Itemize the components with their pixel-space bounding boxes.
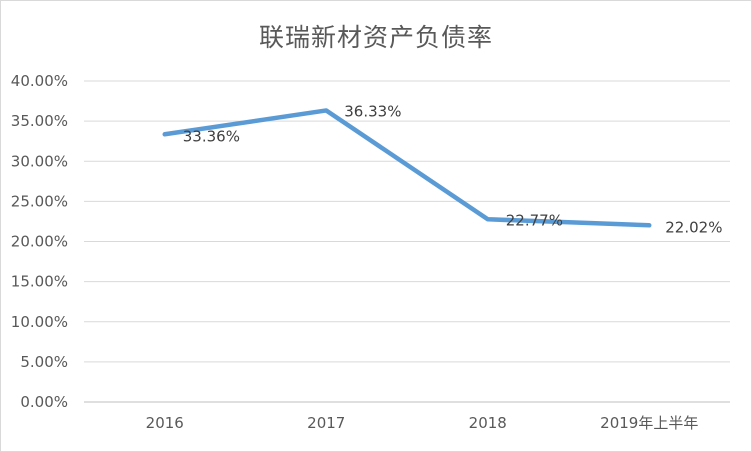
- y-tick-label: 30.00%: [11, 152, 68, 170]
- y-tick-label: 20.00%: [11, 233, 68, 251]
- data-label: 36.33%: [344, 102, 401, 120]
- y-tick-label: 25.00%: [11, 192, 68, 210]
- y-tick-label: 35.00%: [11, 112, 68, 130]
- data-label: 22.77%: [506, 211, 563, 229]
- y-tick-label: 0.00%: [20, 393, 68, 411]
- x-tick-label: 2019年上半年: [600, 414, 698, 432]
- x-tick-label: 2018: [469, 414, 507, 432]
- y-tick-label: 15.00%: [11, 273, 68, 291]
- x-tick-label: 2016: [146, 414, 184, 432]
- x-tick-label: 2017: [307, 414, 345, 432]
- y-axis-ticks: 0.00% 5.00% 10.00% 15.00% 20.00% 25.00% 30.00%…: [11, 72, 68, 411]
- series-line: [162, 108, 652, 228]
- x-axis-ticks: 2016 2017 2018 2019年上半年: [146, 414, 699, 432]
- series-layer: [162, 108, 652, 228]
- y-tick-label: 5.00%: [20, 353, 68, 371]
- data-label: 22.02%: [665, 218, 722, 236]
- gridlines: [84, 80, 730, 403]
- y-tick-label: 10.00%: [11, 313, 68, 331]
- y-tick-label: 40.00%: [11, 72, 68, 90]
- data-label: 33.36%: [183, 127, 240, 145]
- chart-title: 联瑞新材资产负债率: [258, 23, 493, 52]
- data-labels: 33.36% 36.33% 22.77% 22.02%: [183, 102, 723, 236]
